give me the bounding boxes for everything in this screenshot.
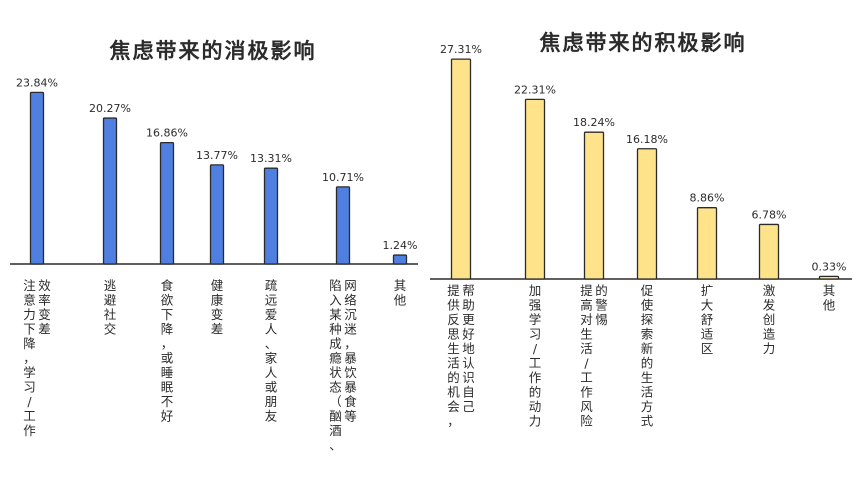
category-label: 的警惕 — [595, 283, 608, 327]
data-label: 13.31% — [250, 152, 292, 165]
category-label: 网络沉迷，暴饮暴食等 — [344, 278, 357, 424]
bar — [696, 207, 718, 280]
data-label: 0.33% — [812, 260, 847, 273]
bar — [818, 275, 840, 280]
bar — [524, 98, 546, 280]
chart-title: 焦虑带来的消极影响 — [109, 39, 317, 63]
bar — [263, 167, 279, 265]
data-label: 20.27% — [89, 102, 131, 115]
bar — [335, 186, 351, 265]
data-label: 16.86% — [146, 127, 188, 140]
category-label: 陷入某种成瘾状态（酗酒、 — [329, 278, 342, 453]
data-label: 1.24% — [383, 239, 418, 252]
bar — [159, 141, 175, 265]
bar — [102, 117, 118, 265]
category-label: 疏远爱人、家人或朋友 — [265, 278, 278, 424]
chart-title: 焦虑带来的积极影响 — [539, 31, 747, 55]
bar — [636, 148, 658, 280]
category-label: 食欲下降，或睡眠不好 — [161, 278, 174, 424]
category-label: 其他 — [394, 278, 407, 308]
bar — [209, 164, 225, 265]
category-label: 健康变差 — [211, 278, 224, 337]
data-label: 13.77% — [196, 149, 238, 162]
data-label: 6.78% — [752, 208, 787, 221]
category-label: 促使探索新的生活方式 — [641, 283, 654, 429]
data-label: 27.31% — [440, 43, 482, 56]
category-label: 效率变差 — [38, 278, 51, 337]
data-label: 22.31% — [514, 83, 556, 96]
data-label: 16.18% — [626, 133, 668, 146]
bar — [758, 223, 780, 280]
data-label: 10.71% — [322, 171, 364, 184]
category-label: 提高对生活/工作风险 — [580, 283, 593, 429]
data-label: 18.24% — [573, 116, 615, 129]
category-label: 逃避社交 — [104, 278, 117, 337]
data-label: 23.84% — [16, 76, 58, 89]
category-label: 注意力下降，学习/工作 — [23, 278, 36, 438]
bar — [450, 58, 472, 280]
category-label: 提供反思生活的机会， — [447, 283, 460, 429]
bar — [392, 254, 408, 265]
bar — [29, 91, 45, 265]
category-label: 其他 — [823, 283, 836, 313]
category-label: 帮助更好地认识自己 — [462, 283, 475, 414]
category-label: 激发创造力 — [763, 283, 776, 356]
category-label: 加强学习/工作的动力 — [529, 283, 542, 429]
bar — [583, 131, 605, 280]
category-label: 扩大舒适区 — [701, 283, 714, 356]
data-label: 8.86% — [690, 192, 725, 205]
